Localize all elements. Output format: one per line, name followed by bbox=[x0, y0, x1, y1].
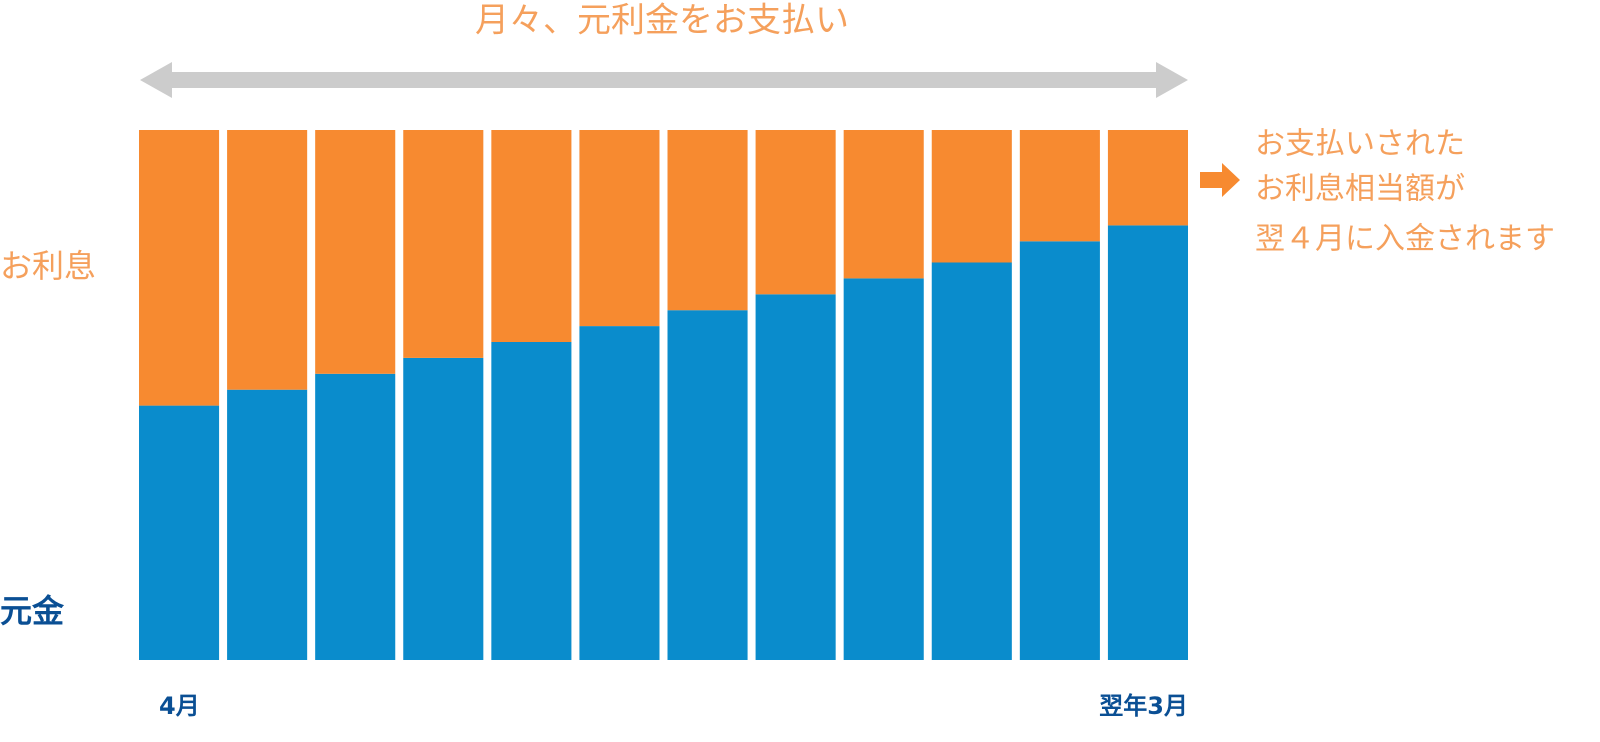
bar-segment bbox=[843, 278, 924, 660]
annotation: 翌４月に入金されます bbox=[1255, 222, 1555, 257]
bar-segment bbox=[1107, 130, 1188, 226]
series-label: お利息 bbox=[0, 247, 96, 285]
annotation: お利息相当額が bbox=[1255, 172, 1465, 207]
bar-segment bbox=[139, 130, 220, 406]
bar-segment bbox=[139, 405, 220, 660]
bar-segment bbox=[579, 130, 660, 327]
bar-segment bbox=[843, 130, 924, 279]
bar-segment bbox=[1019, 241, 1100, 661]
bar-segment bbox=[491, 342, 572, 660]
annotation: お支払いされた bbox=[1255, 127, 1465, 162]
x-tick-label: 翌年3月 bbox=[1099, 692, 1188, 720]
bar-segment bbox=[755, 294, 836, 660]
bar-segment bbox=[667, 130, 748, 311]
bar-segment bbox=[931, 262, 1012, 660]
bar-segment bbox=[931, 130, 1012, 263]
bar-segment bbox=[403, 130, 484, 358]
bar-segment bbox=[227, 130, 308, 390]
bar-segment bbox=[315, 130, 396, 374]
bar-segment bbox=[667, 310, 748, 660]
x-tick-label: 4月 bbox=[159, 692, 200, 720]
bar-segment bbox=[227, 389, 308, 660]
note-arrow bbox=[1200, 163, 1240, 197]
bar-segment bbox=[1107, 225, 1188, 660]
series-label: 元金 bbox=[0, 592, 65, 630]
bar-segment bbox=[755, 130, 836, 295]
chart-title: 月々、元利金をお支払い bbox=[475, 1, 849, 41]
bar-segment bbox=[579, 326, 660, 660]
bar-segment bbox=[315, 373, 396, 660]
bar-segment bbox=[1019, 130, 1100, 242]
bar-segment bbox=[491, 130, 572, 342]
bar-segment bbox=[403, 357, 484, 660]
span-arrow bbox=[140, 62, 1188, 98]
